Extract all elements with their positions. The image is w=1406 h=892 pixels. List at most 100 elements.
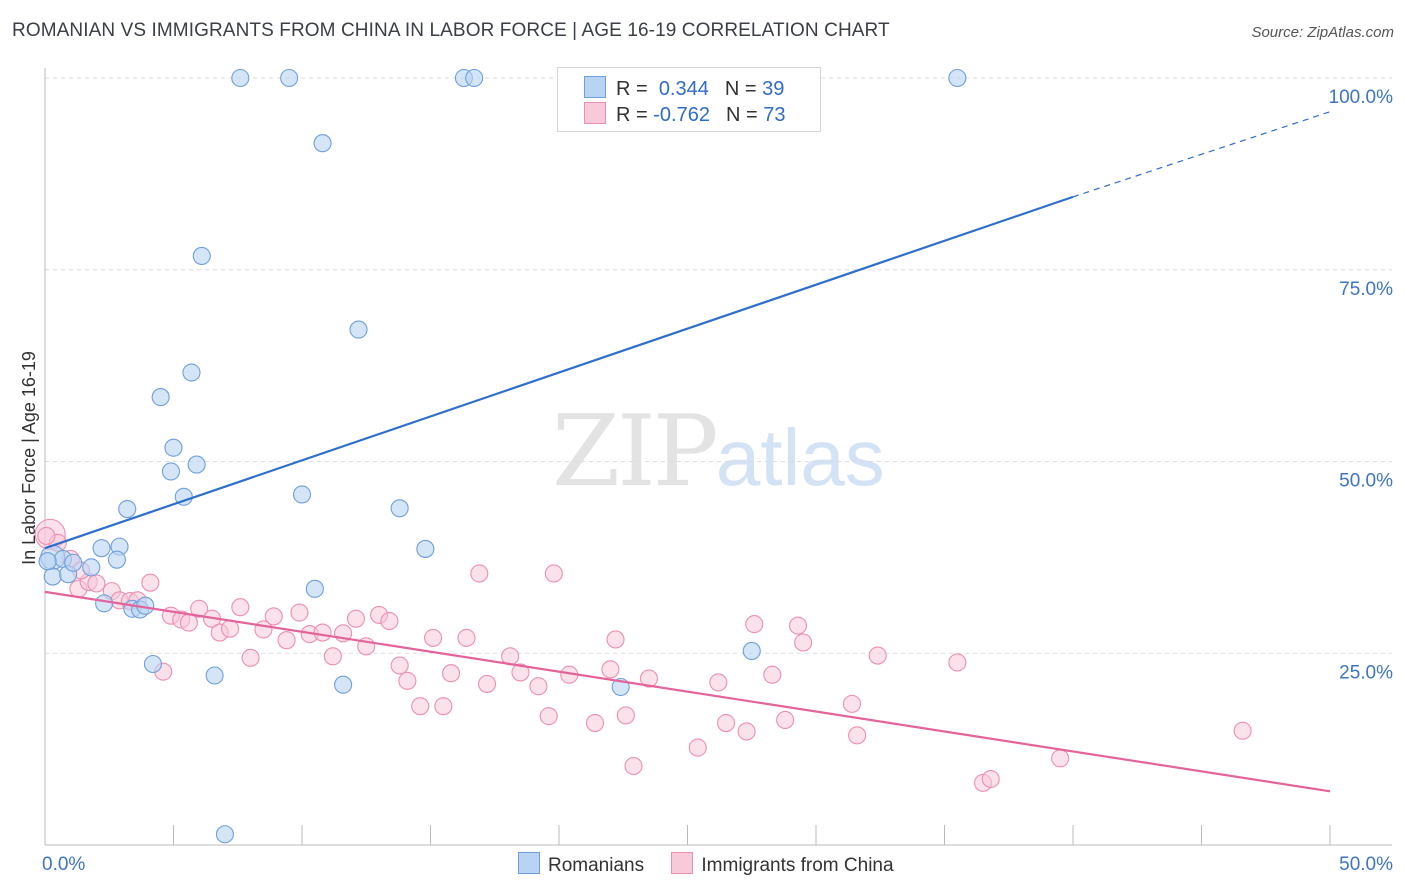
china-point [231, 598, 250, 617]
source-label: Source: ZipAtlas.com [1251, 24, 1394, 41]
china-point [457, 628, 476, 647]
china-point [788, 616, 808, 635]
china-point [745, 615, 764, 634]
china-point [948, 653, 967, 672]
romanian-point [92, 539, 111, 558]
y-tick-label: 100.0% [1329, 87, 1394, 108]
china-point [1233, 721, 1252, 740]
legend-r-value: 0.344 [658, 78, 709, 100]
romanian-point [182, 363, 201, 382]
romanian-point [192, 246, 211, 265]
china-trend-line [44, 590, 1331, 793]
chart-title: ROMANIAN VS IMMIGRANTS FROM CHINA IN LAB… [12, 20, 890, 41]
china-point [1051, 749, 1070, 768]
china-point [434, 697, 453, 716]
china-point [709, 673, 728, 692]
china-point [141, 573, 160, 592]
romanian-point [107, 550, 127, 569]
china-point [241, 648, 260, 667]
china-point [763, 665, 782, 684]
legend-n-value: 39 [762, 78, 785, 100]
china-point [737, 722, 756, 741]
legend-n-label: N = [725, 104, 758, 126]
china-point [529, 677, 548, 696]
legend-r-label: R = [616, 78, 648, 100]
romanian-point [215, 825, 234, 844]
china-point [688, 738, 707, 757]
china-point [87, 574, 106, 593]
china-point [511, 663, 530, 682]
legend-label-romanians: Romanians [548, 855, 645, 876]
axes [44, 68, 1392, 846]
romanian-point [205, 666, 224, 685]
china-point [424, 628, 443, 647]
romanian-point [82, 558, 101, 577]
china-point [390, 656, 409, 675]
legend-item-china: Immigrants from China [671, 852, 894, 877]
series-legend: Romanians Immigrants from China [518, 852, 916, 877]
watermark: ZIPatlas [552, 395, 885, 509]
romanian-point [334, 675, 353, 694]
china-point [290, 603, 309, 622]
romanian-point [948, 68, 967, 88]
legend-swatch-blue [584, 76, 606, 98]
romanian-point [187, 455, 206, 474]
romanian-points [38, 68, 967, 844]
legend-r-value: -0.762 [653, 104, 710, 126]
romanian-point [292, 485, 312, 504]
y-tick-label: 50.0% [1339, 471, 1393, 492]
stats-legend: R = 0.344 N = 39 R = -0.762 N = 73 [557, 67, 821, 132]
watermark-atlas: atlas [715, 413, 885, 502]
china-point [220, 619, 240, 638]
romanian-point [390, 499, 409, 518]
y-tick-label: 75.0% [1339, 279, 1393, 300]
china-point [470, 564, 489, 583]
china-point [585, 713, 605, 733]
china-point [264, 607, 283, 626]
romanian-point [118, 500, 137, 519]
legend-n-label: N = [724, 78, 757, 100]
china-point [794, 633, 813, 652]
china-point [380, 611, 399, 631]
y-axis-title: In Labor Force | Age 16-19 [19, 351, 39, 565]
legend-label-china: Immigrants from China [701, 855, 894, 876]
china-point [313, 623, 332, 642]
legend-item-romanians: Romanians [518, 852, 644, 877]
y-tick-label: 25.0% [1339, 662, 1393, 683]
romanian-point [38, 552, 57, 571]
x-tick-label: 50.0% [1339, 854, 1393, 875]
romanian-point [313, 134, 332, 153]
romanian-point [64, 553, 83, 572]
romanian-point [151, 388, 170, 407]
x-tick-label: 0.0% [42, 854, 85, 875]
legend-swatch-pink [671, 852, 694, 874]
romanian-point [416, 539, 435, 558]
china-point [544, 564, 563, 583]
china-point [398, 671, 417, 690]
legend-r-label: R = [616, 104, 648, 126]
china-point [411, 697, 430, 716]
romanian-point [43, 567, 62, 586]
gridlines [45, 77, 1392, 654]
legend-swatch-pink [584, 102, 606, 124]
tick-labels: 25.0% 50.0% 75.0% 100.0% 0.0% 50.0% [42, 87, 1393, 875]
china-point [616, 706, 635, 725]
china-point [346, 609, 366, 628]
romanian-point [164, 438, 183, 457]
china-point [624, 756, 643, 776]
china-point [601, 660, 620, 679]
romanian-trend-extension [1072, 111, 1331, 198]
romanian-trend-line [44, 195, 1074, 550]
romanian-point [95, 594, 114, 613]
china-point [842, 694, 862, 713]
romanian-point [143, 654, 162, 674]
trend-lines [44, 111, 1331, 793]
romanian-point [742, 641, 761, 660]
romanian-point [465, 68, 484, 88]
china-point [639, 669, 659, 688]
romanian-point [161, 462, 180, 481]
china-point [442, 664, 461, 683]
watermark-zip: ZIP [552, 395, 719, 509]
china-point [539, 707, 558, 726]
